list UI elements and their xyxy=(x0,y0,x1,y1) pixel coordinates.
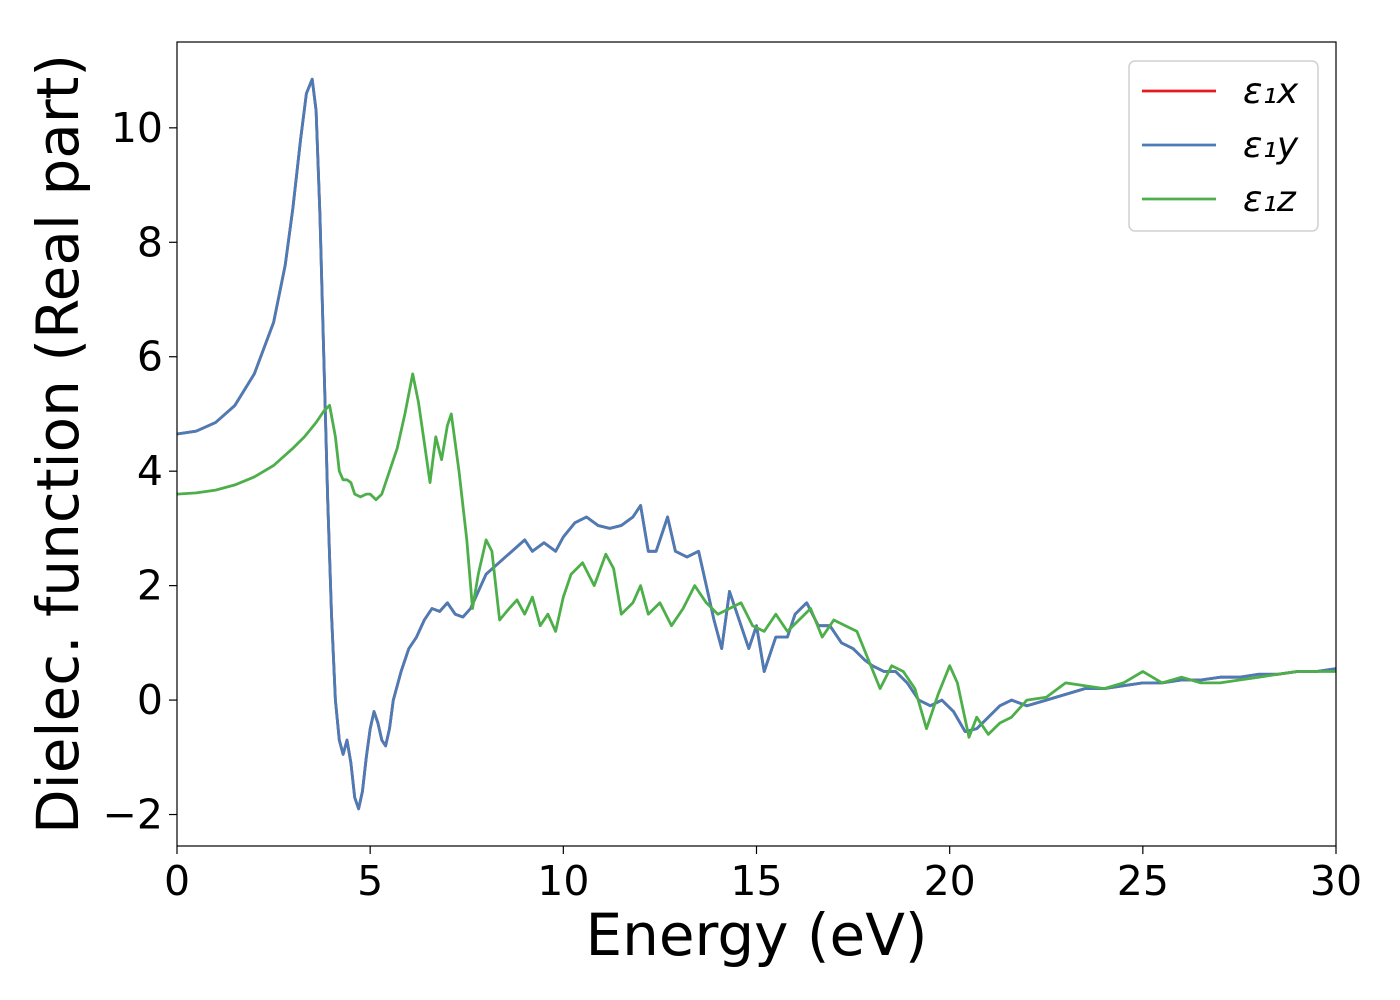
x-tick-label: 25 xyxy=(1117,857,1169,905)
y-tick-label: 8 xyxy=(137,218,163,266)
series-layer xyxy=(177,77,1336,811)
x-axis-title: Energy (eV) xyxy=(585,901,927,969)
x-tick-label: 30 xyxy=(1310,857,1362,905)
series-line-2 xyxy=(177,372,1336,739)
y-axis-title: Dielec. function (Real part) xyxy=(24,54,92,834)
x-tick-label: 15 xyxy=(730,857,782,905)
legend-label: ε₁x xyxy=(1243,71,1299,112)
x-tick-label: 10 xyxy=(537,857,589,905)
x-tick-label: 5 xyxy=(357,857,383,905)
legend-label: ε₁z xyxy=(1243,179,1297,220)
legend-label: ε₁y xyxy=(1243,125,1299,166)
y-tick-label: 2 xyxy=(137,562,163,610)
legend-box xyxy=(1128,60,1319,232)
y-tick-label: −2 xyxy=(103,791,163,839)
x-tick-label: 20 xyxy=(924,857,976,905)
y-tick-label: 4 xyxy=(137,447,163,495)
series-line-1 xyxy=(177,77,1336,811)
y-tick-label: 0 xyxy=(137,676,163,724)
legend: ε₁x ε₁y ε₁z xyxy=(1128,60,1319,232)
x-tick-label: 0 xyxy=(164,857,190,905)
y-tick-label: 10 xyxy=(111,104,163,152)
y-tick-label: 6 xyxy=(137,333,163,381)
